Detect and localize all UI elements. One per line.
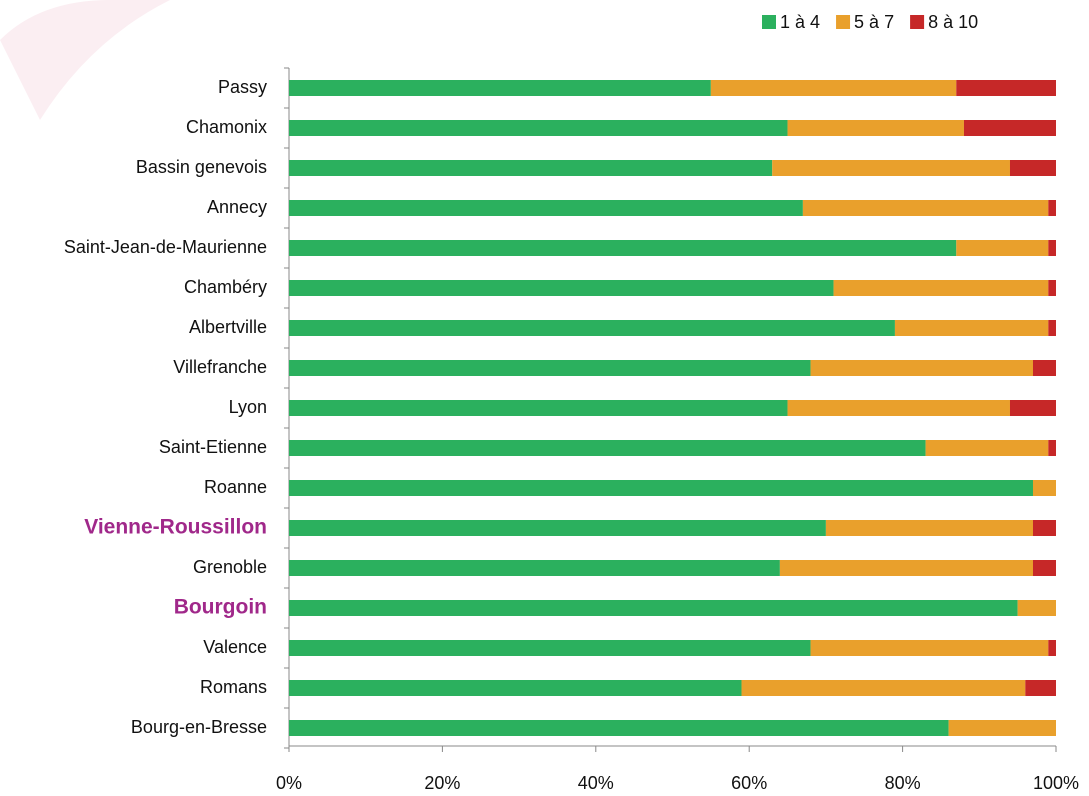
bar-segment [788,400,1010,416]
bar-segment [289,360,811,376]
legend-label: 8 à 10 [928,12,978,32]
bar-segment [1048,240,1056,256]
bar-segment [1048,280,1056,296]
bar-segment [826,520,1033,536]
bar-segment [1033,560,1056,576]
bar-segment [289,160,772,176]
bar-segment [289,400,788,416]
bar-segment [895,320,1048,336]
y-tick-label: Lyon [229,397,267,417]
y-tick-label: Grenoble [193,557,267,577]
bar-segment [289,480,1033,496]
y-tick-label: Bassin genevois [136,157,267,177]
y-tick-label: Romans [200,677,267,697]
bar-segment [1033,520,1056,536]
bar-segment [803,200,1048,216]
y-tick-label: Valence [203,637,267,657]
bar-segment [289,640,811,656]
bar-segment [926,440,1049,456]
bar-segment [711,80,956,96]
y-tick-label: Passy [218,77,267,97]
bar-segment [289,200,803,216]
y-tick-label: Bourg-en-Bresse [131,717,267,737]
bar-segment [1048,200,1056,216]
bar-segment [964,120,1056,136]
bar-segment [289,520,826,536]
x-tick-label: 100% [1033,773,1079,793]
y-tick-label: Saint-Etienne [159,437,267,457]
bar-segment [1025,680,1056,696]
bar-segment [949,720,1056,736]
chart: 0% 20% 40% 60% 80% 100% Passy Chamonix Bassin ge… [0,0,1089,796]
bar-segment [956,240,1048,256]
legend-swatch [910,15,924,29]
bar-segment [1033,360,1056,376]
bar-segment [289,680,742,696]
bar-segment [289,120,788,136]
legend-swatch [762,15,776,29]
decoration [0,0,170,120]
bar-segment [289,80,711,96]
bar-segment [1048,440,1056,456]
bar-segment [811,360,1033,376]
x-tick-label: 60% [731,773,767,793]
y-tick-label: Bourgoin [174,596,267,619]
bar-segment [742,680,1026,696]
bar-segment [1048,640,1056,656]
y-tick-label: Villefranche [173,357,267,377]
legend-swatch [836,15,850,29]
bar-segment [834,280,1049,296]
bar-segment [1010,400,1056,416]
y-tick-label: Chamonix [186,117,267,137]
bar-segment [1018,600,1056,616]
y-tick-label: Roanne [204,477,267,497]
bar-segment [289,280,834,296]
y-tick-label: Saint-Jean-de-Maurienne [64,237,267,257]
bar-segment [289,240,956,256]
y-tick-label: Vienne-Roussillon [84,516,267,539]
bar-segment [1010,160,1056,176]
y-tick-label: Chambéry [184,277,267,297]
x-tick-label: 20% [424,773,460,793]
bar-segment [289,320,895,336]
x-tick-label: 0% [276,773,302,793]
bar-segment [956,80,1056,96]
bar-segment [1033,480,1056,496]
bar-segment [780,560,1033,576]
legend-label: 5 à 7 [854,12,894,32]
x-tick-label: 80% [885,773,921,793]
bar-segment [1048,320,1056,336]
legend-label: 1 à 4 [780,12,820,32]
bar-segment [289,560,780,576]
bar-segment [289,720,949,736]
y-tick-label: Annecy [207,197,267,217]
y-tick-label: Albertville [189,317,267,337]
bar-segment [772,160,1010,176]
bar-segment [788,120,964,136]
bar-segment [289,600,1018,616]
bar-segment [811,640,1049,656]
x-tick-label: 40% [578,773,614,793]
bar-segment [289,440,926,456]
